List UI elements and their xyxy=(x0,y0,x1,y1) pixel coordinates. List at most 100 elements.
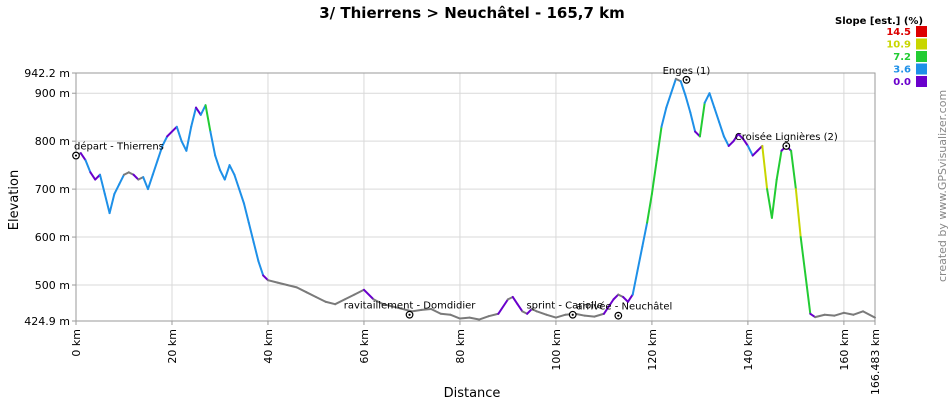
profile-segment xyxy=(814,313,826,319)
profile-segment xyxy=(583,314,596,318)
profile-segment xyxy=(804,274,812,315)
legend-value: 3.6 xyxy=(893,65,911,76)
profile-segment xyxy=(751,149,759,157)
profile-segment xyxy=(842,311,855,316)
plot-area: 942.2 m 900 m 800 m 700 m 600 m 500 m 424.9 m0… xyxy=(24,66,882,395)
legend-value: 14.5 xyxy=(886,27,911,38)
x-tick-label: 20 km xyxy=(166,329,179,364)
waypoint-marker: départ - Thierrens xyxy=(72,141,164,160)
x-tick-label: 60 km xyxy=(358,329,371,364)
profile-segment xyxy=(382,303,394,308)
profile-segment xyxy=(679,80,687,97)
x-tick-label: 120 km xyxy=(646,329,659,371)
plot-frame xyxy=(75,72,876,322)
x-tick-label: 166.483 km xyxy=(869,329,882,395)
profile-segment xyxy=(276,281,289,286)
elevation-series xyxy=(75,77,876,321)
profile-segment xyxy=(286,283,298,289)
profile-segment xyxy=(410,308,423,313)
legend-title: Slope [est.] (%) xyxy=(835,16,923,27)
profile-segment xyxy=(535,310,548,316)
profile-segment xyxy=(214,154,221,171)
waypoint-marker: Enges (1) xyxy=(663,66,711,84)
profile-segment xyxy=(732,132,740,143)
y-tick-label: 700 m xyxy=(35,183,70,196)
profile-segment xyxy=(650,159,658,195)
profile-segment xyxy=(161,135,169,147)
profile-segment xyxy=(718,120,725,138)
profile-segment xyxy=(602,298,615,315)
waypoint-marker: sprint - Cariolle xyxy=(526,301,603,319)
profile-segment xyxy=(89,171,97,181)
profile-segment xyxy=(420,307,433,311)
profile-segment xyxy=(185,125,193,152)
x-tick-label: 100 km xyxy=(550,329,563,371)
profile-segment xyxy=(146,173,154,191)
profile-segment xyxy=(252,240,260,263)
profile-segment xyxy=(108,192,116,215)
profile-segment xyxy=(156,144,164,162)
profile-segment xyxy=(622,295,629,303)
profile-segment xyxy=(554,313,567,319)
profile-segment xyxy=(430,307,442,315)
profile-segment xyxy=(799,236,807,277)
profile-segment xyxy=(703,92,711,104)
profile-segment xyxy=(497,298,509,315)
profile-segment xyxy=(646,192,653,224)
x-tick-label: 80 km xyxy=(454,329,467,364)
y-tick-label: 500 m xyxy=(35,279,70,292)
y-tick-label: 600 m xyxy=(35,231,70,244)
legend-swatch xyxy=(916,38,927,50)
profile-segment xyxy=(641,221,649,248)
profile-segment xyxy=(689,111,697,133)
profile-segment xyxy=(223,164,231,181)
legend-value: 10.9 xyxy=(886,40,911,51)
waypoint-center xyxy=(685,78,688,81)
profile-segment xyxy=(295,286,308,294)
waypoint-marker: Croisée Lignières (2) xyxy=(735,131,838,150)
profile-segment xyxy=(204,104,212,133)
profile-segment xyxy=(713,106,721,123)
profile-segment xyxy=(132,173,140,181)
waypoint-label: Enges (1) xyxy=(663,66,711,77)
profile-segment xyxy=(362,288,375,301)
profile-segment xyxy=(233,173,241,191)
profile-segment xyxy=(593,312,605,318)
profile-segment xyxy=(727,140,735,147)
profile-segment xyxy=(698,101,706,138)
legend-swatch xyxy=(916,51,927,62)
legend: Slope [est.] (%) 14.5 10.97.2 3.60.0 xyxy=(835,16,927,88)
waypoint-center xyxy=(617,314,620,317)
profile-segment xyxy=(761,144,769,191)
profile-segment xyxy=(180,140,188,152)
profile-segment xyxy=(151,159,159,176)
waypoint-center xyxy=(408,313,411,316)
credit-text: created by www.GPSvisualizer.com xyxy=(936,90,949,282)
profile-segment xyxy=(468,316,481,321)
profile-segment xyxy=(103,192,111,215)
profile-segment xyxy=(612,293,620,301)
waypoint-label: arrivée - Neuchâtel xyxy=(576,301,672,313)
profile-segment xyxy=(266,279,279,284)
profile-segment xyxy=(636,245,644,272)
waypoint-marker: ravitaillement - Domdidier xyxy=(344,301,477,319)
y-tick-label: 942.2 m xyxy=(24,67,70,80)
profile-segment xyxy=(194,106,202,116)
waypoint-center xyxy=(571,313,574,316)
profile-segment xyxy=(852,310,865,316)
profile-segment xyxy=(439,312,452,316)
profile-segment xyxy=(631,269,639,296)
profile-segment xyxy=(334,298,346,306)
profile-segment xyxy=(833,311,845,317)
profile-segment xyxy=(766,188,773,219)
profile-segment xyxy=(314,295,327,303)
x-tick-label: 140 km xyxy=(742,329,755,371)
legend-swatch xyxy=(916,76,927,87)
x-tick-label: 0 km xyxy=(70,329,83,357)
waypoint-label: ravitaillement - Domdidier xyxy=(344,301,477,312)
profile-segment xyxy=(790,149,797,191)
chart-title: 3/ Thierrens > Neuchâtel - 165,7 km xyxy=(319,4,624,22)
legend-swatch xyxy=(916,26,927,37)
profile-segment xyxy=(626,293,634,303)
